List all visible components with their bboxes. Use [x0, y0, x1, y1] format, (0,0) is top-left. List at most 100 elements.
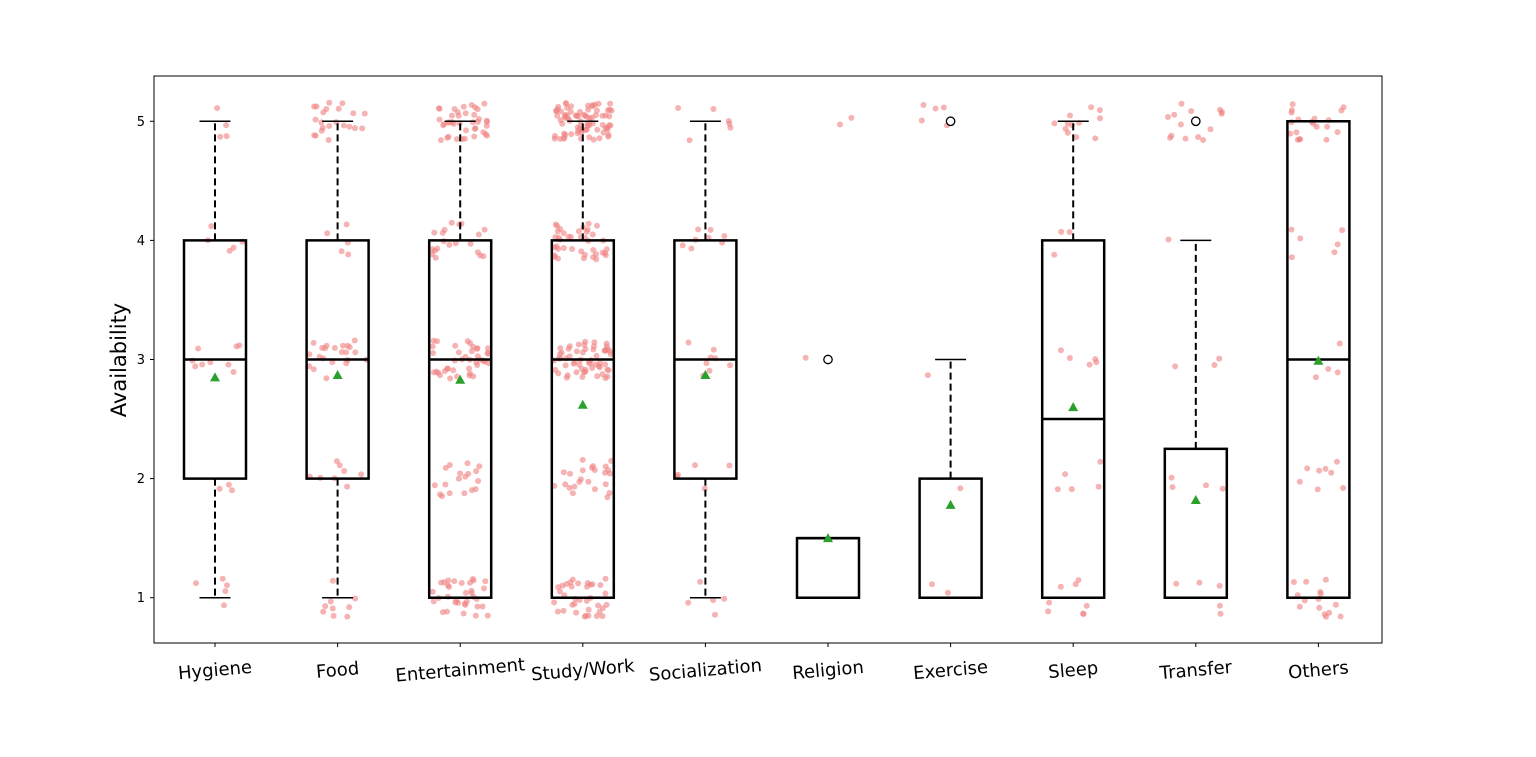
jitter-point: [472, 486, 479, 493]
jitter-point: [710, 106, 717, 112]
mean-marker: [210, 372, 220, 382]
jitter-point: [1173, 580, 1180, 587]
jitter-point: [329, 605, 336, 612]
jitter-point: [1064, 120, 1071, 127]
mean-marker: [945, 499, 956, 509]
jitter-point: [595, 602, 602, 609]
jitter-point: [454, 109, 461, 116]
jitter-point: [1297, 235, 1304, 242]
box-food: [305, 120, 370, 599]
jitter-point: [219, 575, 226, 582]
jitter-point: [446, 490, 453, 497]
jitter-point: [1288, 226, 1295, 233]
jitter-point: [1088, 104, 1095, 111]
jitter-point: [485, 350, 492, 357]
jitter-point: [341, 468, 348, 474]
jitter-point: [600, 129, 607, 136]
jitter-point: [603, 246, 610, 253]
jitter-point: [441, 226, 448, 233]
jitter-point: [330, 612, 337, 619]
jitter-point: [236, 342, 243, 349]
jitter-point: [482, 131, 489, 138]
jitter-point: [436, 105, 443, 112]
jitter-point: [1051, 120, 1058, 127]
jitter-point: [472, 125, 479, 132]
jitter-point: [431, 229, 438, 236]
jitter-point: [462, 589, 469, 596]
jitter-point: [685, 599, 692, 606]
jitter-point: [436, 116, 443, 123]
jitter-point: [340, 122, 347, 129]
jitter-point: [319, 344, 326, 351]
jitter-point: [216, 485, 223, 492]
jitter-point: [1324, 123, 1331, 130]
jitter-point: [590, 247, 597, 253]
jitter-point: [481, 226, 488, 233]
jitter-point: [461, 135, 468, 142]
jitter-point: [1334, 458, 1340, 465]
jitter-point: [358, 471, 365, 478]
jitter-point: [481, 100, 488, 107]
box-others: [1286, 120, 1351, 599]
jitter-point: [432, 254, 439, 261]
jitter-point: [1067, 112, 1073, 119]
jitter-point: [932, 105, 939, 112]
jitter-point: [1097, 115, 1103, 122]
jitter-point: [325, 137, 332, 143]
jitter-point: [940, 104, 947, 111]
jitter-point: [579, 456, 586, 463]
jitter-point: [310, 339, 317, 346]
jitter-point: [430, 350, 437, 356]
jitter-point: [430, 598, 437, 605]
jitter-point: [1314, 486, 1321, 493]
jitter-point: [585, 606, 592, 613]
jitter-point: [685, 339, 692, 346]
jitter-point: [475, 478, 482, 484]
jitter-point: [326, 99, 333, 106]
jitter-point: [1092, 356, 1099, 363]
jitter-point: [607, 348, 613, 355]
jitter-point: [333, 458, 340, 465]
jitter-point: [606, 470, 613, 477]
jitter-point: [554, 608, 561, 615]
jitter-point: [686, 137, 693, 144]
jitter-point: [1095, 483, 1102, 490]
jitter-point: [1073, 134, 1080, 141]
jitter-point: [214, 105, 221, 112]
jitter-point: [482, 578, 489, 585]
jitter-point: [310, 366, 317, 373]
jitter-point: [561, 113, 568, 120]
jitter-point: [448, 219, 455, 226]
jitter-point: [712, 611, 718, 618]
jitter-point: [557, 351, 563, 358]
jitter-point: [560, 230, 567, 237]
jitter-point: [594, 222, 600, 229]
jitter-point: [1072, 581, 1079, 588]
jitter-point: [567, 233, 574, 240]
jitter-point: [575, 580, 582, 587]
jitter-point: [1083, 602, 1090, 609]
jitter-point: [602, 590, 609, 597]
jitter-point: [592, 101, 598, 108]
jitter-point: [560, 245, 567, 251]
jitter-point: [449, 112, 455, 119]
jitter-point: [597, 582, 604, 588]
jitter-point: [208, 223, 215, 230]
jitter-point: [343, 349, 350, 356]
jitter-point: [429, 343, 436, 350]
jitter-point: [452, 599, 459, 606]
jitter-point: [576, 108, 583, 115]
jitter-point: [555, 255, 561, 262]
jitter-point: [437, 137, 444, 144]
jitter-point: [802, 354, 809, 361]
jitter-point: [469, 119, 476, 126]
jitter-point: [464, 338, 471, 345]
jitter-point: [579, 374, 586, 380]
jitter-point: [606, 113, 613, 120]
jitter-point: [460, 103, 467, 110]
jitter-point: [195, 345, 202, 352]
jitter-point: [1051, 251, 1058, 258]
jitter-point: [566, 343, 573, 350]
jitter-point: [1296, 478, 1303, 485]
